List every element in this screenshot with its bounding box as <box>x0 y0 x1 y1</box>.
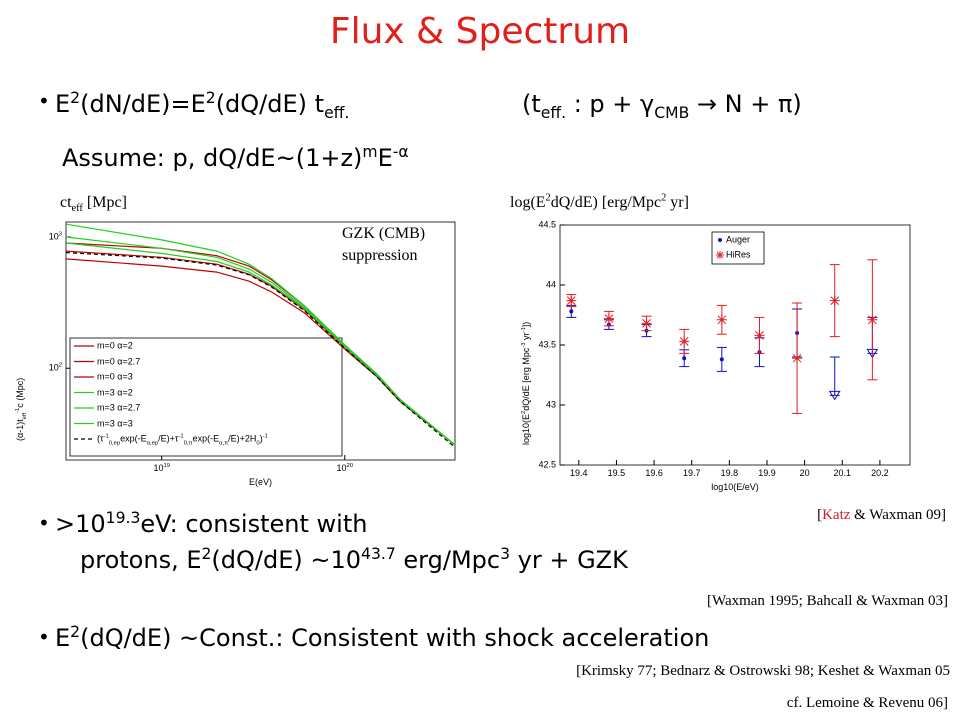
y-tick-label: 42.5 <box>538 459 556 470</box>
x-tick-label: 19.5 <box>607 468 626 478</box>
point <box>641 318 652 329</box>
chart-caption: cteff [Mpc] <box>60 194 127 215</box>
legend-swatch <box>716 251 724 259</box>
chart-caption: log(E2dQ/dE) [erg/Mpc2 yr] <box>510 192 689 211</box>
annotation: GZK (CMB) <box>342 225 426 242</box>
citation: cf. Lemoine & Revenu 06] <box>786 695 948 711</box>
legend-swatch <box>718 238 722 242</box>
point <box>719 357 724 362</box>
y-tick-label: 43 <box>545 399 556 410</box>
plot-frame <box>559 224 911 466</box>
point <box>754 330 765 341</box>
x-tick-label: 19.7 <box>682 468 701 478</box>
legend-label: m=0 α=2.7 <box>97 356 141 366</box>
bullet-more: protons, E2(dQ/dE) ~1043.7 erg/Mpc3 yr +… <box>80 545 628 574</box>
legend-box <box>69 337 343 457</box>
x-tick-label: 19.6 <box>645 468 663 478</box>
y-tick-label: 103 <box>48 231 62 242</box>
x-tick-label: 20.1 <box>833 468 852 478</box>
x-tick-label: 1020 <box>336 463 354 473</box>
x-axis-label: E(eV) <box>248 477 273 487</box>
x-axis-label: log10(E/eV) <box>711 482 759 492</box>
point <box>682 356 687 361</box>
curve <box>65 242 456 446</box>
point <box>792 353 803 364</box>
x-tick-label: 20 <box>799 468 810 478</box>
legend-label: m=0 α=3 <box>97 371 133 382</box>
y-tick-label: 44.5 <box>538 219 556 230</box>
legend-label: HiRes <box>726 249 751 260</box>
legend-label: Auger <box>726 234 751 245</box>
y-tick-label: 43.5 <box>538 339 556 350</box>
point <box>716 314 727 325</box>
bullet: E2(dQ/dE) ~Const.: Consistent with shock… <box>55 623 710 652</box>
bullet: >1019.3eV: consistent with <box>55 509 368 538</box>
y-axis-label: (α-1)teff-1c (Mpc) <box>15 377 28 441</box>
curve <box>65 252 456 448</box>
y-tick-label: 102 <box>48 362 62 373</box>
y-axis-label: log10(E2dQ/dE [erg Mpc-3 yr-1]) <box>521 321 531 445</box>
legend-label: m=0 α=2 <box>97 340 133 351</box>
x-tick-label: 20.2 <box>871 468 889 478</box>
bullet: E2(dN/dE)=E2(dQ/dE) teff. <box>55 89 350 122</box>
upper-limit <box>828 390 841 401</box>
x-tick-label: 19.8 <box>720 468 739 478</box>
legend-label: m=3 α=2.7 <box>97 402 141 413</box>
citation: [Waxman 1995; Bahcall & Waxman 03] <box>707 593 948 609</box>
point <box>566 295 577 306</box>
x-tick-label: 19.9 <box>758 468 776 478</box>
point <box>569 309 574 314</box>
point <box>679 336 690 347</box>
legend-label: m=3 α=3 <box>97 418 133 428</box>
citation: [Katz & Waxman 09] <box>817 507 946 523</box>
legend-box <box>711 231 765 265</box>
point <box>867 314 878 325</box>
bullet-more: Assume: p, dQ/dE~(1+z)mE-α <box>62 143 409 172</box>
x-tick-label: 19.4 <box>570 468 588 478</box>
bullet-dot: • <box>38 89 50 113</box>
point <box>829 295 840 306</box>
citation: [Krimsky 77; Bednarz & Ostrowski 98; Kes… <box>576 663 950 679</box>
legend-label: (τ-10,epexp(-Eα,ep/E)+τ-10,πexp(-Eα,π/E)… <box>97 433 268 447</box>
point <box>603 313 614 324</box>
y-tick-label: 44 <box>545 279 556 290</box>
slide-title: Flux & Spectrum <box>329 11 631 52</box>
bullet-dot: • <box>38 511 50 535</box>
bullet-aside: (teff. : p + γCMB → N + π) <box>522 90 802 122</box>
bullet-dot: • <box>38 625 50 649</box>
legend-label: m=3 α=2 <box>97 387 133 397</box>
x-tick-label: 1019 <box>153 463 170 473</box>
annotation: suppression <box>342 247 418 264</box>
